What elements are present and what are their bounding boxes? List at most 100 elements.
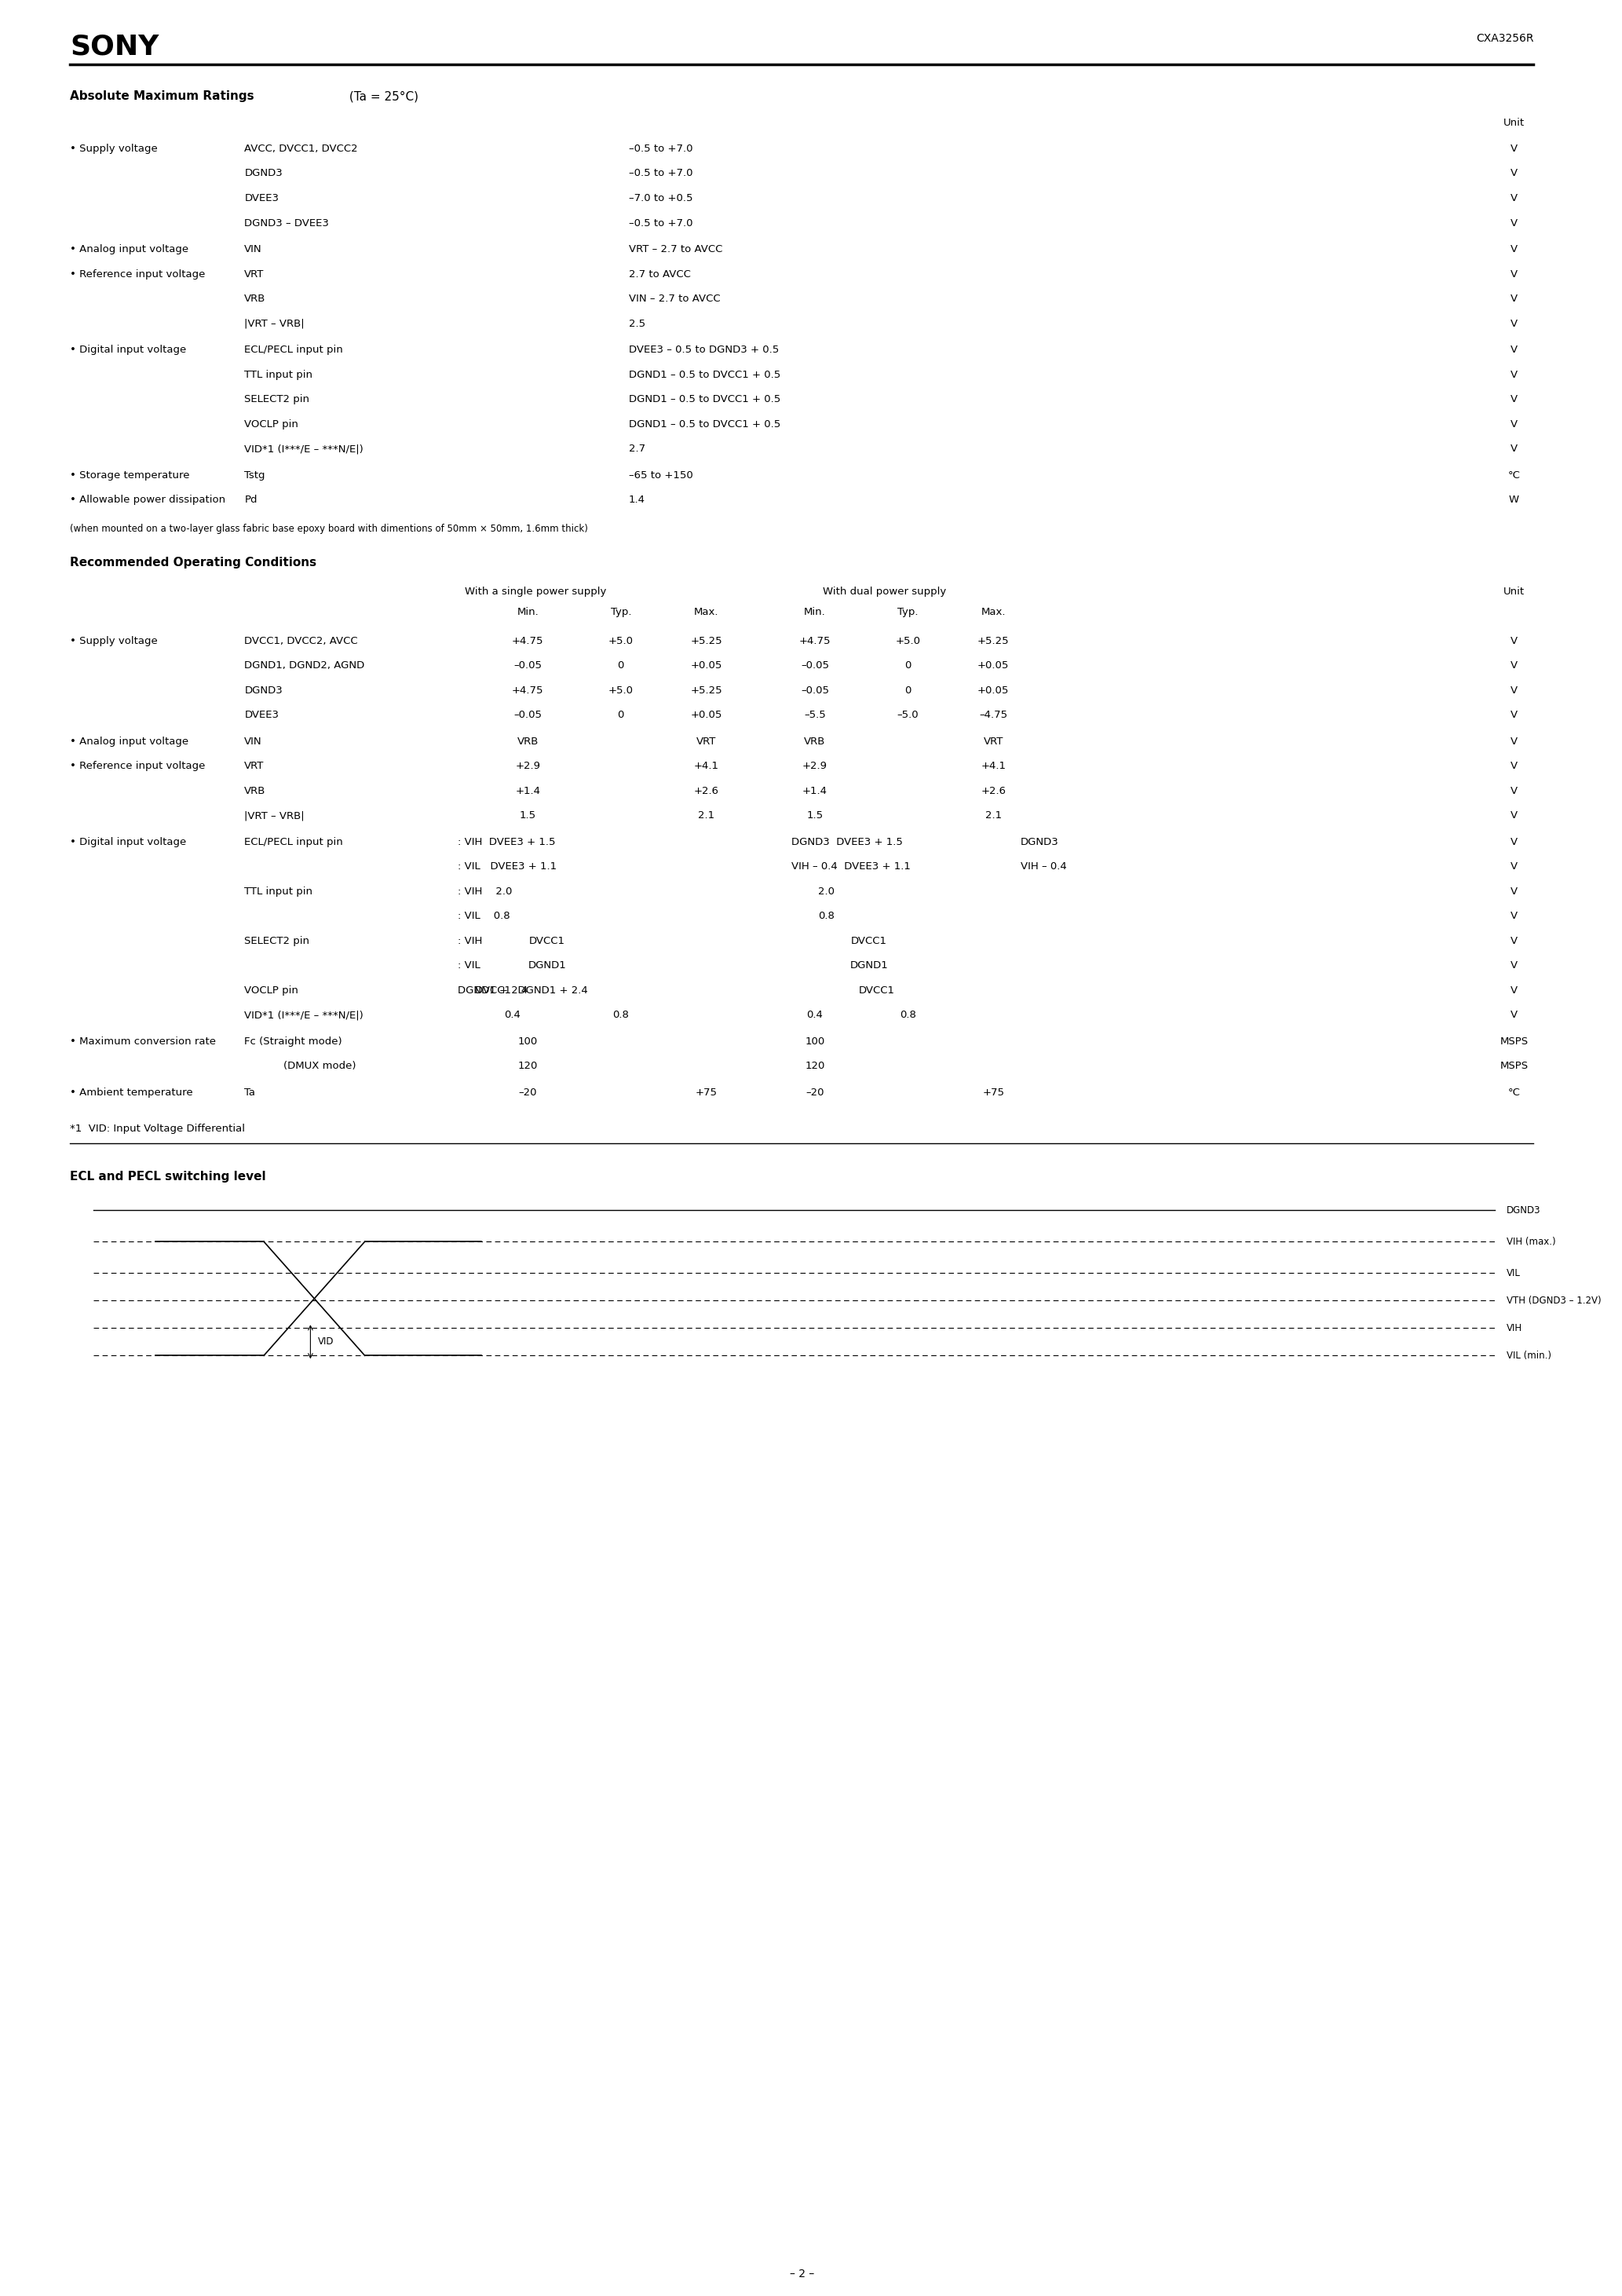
- Text: –0.5 to +7.0: –0.5 to +7.0: [629, 168, 693, 179]
- Text: 1.4: 1.4: [629, 494, 646, 505]
- Text: DGND3 – DVEE3: DGND3 – DVEE3: [245, 218, 329, 227]
- Text: –65 to +150: –65 to +150: [629, 471, 693, 480]
- Text: V: V: [1510, 912, 1518, 921]
- Text: V: V: [1510, 661, 1518, 670]
- Text: ECL/PECL input pin: ECL/PECL input pin: [245, 836, 344, 847]
- Text: –0.05: –0.05: [801, 684, 829, 696]
- Text: VID*1 (I***/E – ***N/E|): VID*1 (I***/E – ***N/E|): [245, 443, 363, 455]
- Text: • Supply voltage: • Supply voltage: [70, 145, 157, 154]
- Text: +5.0: +5.0: [895, 636, 921, 645]
- Text: VIN – 2.7 to AVCC: VIN – 2.7 to AVCC: [629, 294, 720, 303]
- Text: +2.6: +2.6: [694, 785, 719, 797]
- Text: –0.05: –0.05: [514, 709, 542, 721]
- Text: V: V: [1510, 737, 1518, 746]
- Text: –0.05: –0.05: [801, 661, 829, 670]
- Text: 2.0: 2.0: [817, 886, 835, 895]
- Text: DVEE3: DVEE3: [245, 193, 279, 204]
- Text: –0.05: –0.05: [514, 661, 542, 670]
- Text: *1  VID: Input Voltage Differential: *1 VID: Input Voltage Differential: [70, 1123, 245, 1134]
- Text: DGND1, DGND2, AGND: DGND1, DGND2, AGND: [245, 661, 365, 670]
- Text: • Analog input voltage: • Analog input voltage: [70, 737, 188, 746]
- Text: TTL input pin: TTL input pin: [245, 370, 313, 379]
- Text: With a single power supply: With a single power supply: [464, 585, 607, 597]
- Text: 0.8: 0.8: [900, 1010, 916, 1019]
- Text: VRB: VRB: [245, 294, 266, 303]
- Text: (when mounted on a two-layer glass fabric base epoxy board with dimentions of 50: (when mounted on a two-layer glass fabri…: [70, 523, 587, 533]
- Text: +2.9: +2.9: [803, 760, 827, 771]
- Text: 0.8: 0.8: [819, 912, 835, 921]
- Text: • Ambient temperature: • Ambient temperature: [70, 1088, 193, 1097]
- Text: VIH – 0.4: VIH – 0.4: [1020, 861, 1067, 872]
- Text: VIN: VIN: [245, 243, 263, 255]
- Text: 2.7 to AVCC: 2.7 to AVCC: [629, 269, 691, 280]
- Text: Typ.: Typ.: [897, 606, 918, 618]
- Text: V: V: [1510, 319, 1518, 328]
- Text: DGND3  DVEE3 + 1.5: DGND3 DVEE3 + 1.5: [792, 836, 903, 847]
- Text: Pd: Pd: [245, 494, 258, 505]
- Text: V: V: [1510, 985, 1518, 996]
- Text: –5.5: –5.5: [805, 709, 826, 721]
- Text: V: V: [1510, 294, 1518, 303]
- Text: DVCC1, DVCC2, AVCC: DVCC1, DVCC2, AVCC: [245, 636, 358, 645]
- Text: V: V: [1510, 709, 1518, 721]
- Text: Tstg: Tstg: [245, 471, 266, 480]
- Text: VOCLP pin: VOCLP pin: [245, 985, 298, 996]
- Text: • Supply voltage: • Supply voltage: [70, 636, 157, 645]
- Text: Ta: Ta: [245, 1088, 255, 1097]
- Text: Absolute Maximum Ratings: Absolute Maximum Ratings: [70, 90, 255, 101]
- Text: DVCC1: DVCC1: [529, 937, 564, 946]
- Text: 1.5: 1.5: [806, 810, 822, 820]
- Text: +4.75: +4.75: [513, 636, 543, 645]
- Text: 0: 0: [618, 709, 624, 721]
- Text: DGND1: DGND1: [850, 960, 889, 971]
- Text: Min.: Min.: [517, 606, 539, 618]
- Text: –20: –20: [806, 1088, 824, 1097]
- Text: VIN: VIN: [245, 737, 263, 746]
- Text: VRT – 2.7 to AVCC: VRT – 2.7 to AVCC: [629, 243, 722, 255]
- Text: +0.05: +0.05: [691, 661, 722, 670]
- Text: VIH – 0.4  DVEE3 + 1.1: VIH – 0.4 DVEE3 + 1.1: [792, 861, 912, 872]
- Text: SONY: SONY: [70, 32, 159, 60]
- Text: • Digital input voltage: • Digital input voltage: [70, 836, 187, 847]
- Text: +4.1: +4.1: [981, 760, 1006, 771]
- Text: +5.0: +5.0: [608, 684, 634, 696]
- Text: +0.05: +0.05: [691, 709, 722, 721]
- Text: 2.7: 2.7: [629, 443, 646, 455]
- Text: DGND3: DGND3: [245, 168, 282, 179]
- Text: 1.5: 1.5: [519, 810, 535, 820]
- Text: Max.: Max.: [981, 606, 1006, 618]
- Text: • Allowable power dissipation: • Allowable power dissipation: [70, 494, 225, 505]
- Text: (Ta = 25°C): (Ta = 25°C): [345, 90, 418, 101]
- Text: VID: VID: [318, 1336, 334, 1348]
- Text: : VIL    0.8: : VIL 0.8: [457, 912, 511, 921]
- Text: VID*1 (I***/E – ***N/E|): VID*1 (I***/E – ***N/E|): [245, 1010, 363, 1019]
- Text: V: V: [1510, 960, 1518, 971]
- Text: VIH: VIH: [1507, 1322, 1521, 1334]
- Text: +5.25: +5.25: [691, 636, 722, 645]
- Text: +1.4: +1.4: [516, 785, 540, 797]
- Text: V: V: [1510, 168, 1518, 179]
- Text: : VIL: : VIL: [457, 960, 480, 971]
- Text: V: V: [1510, 145, 1518, 154]
- Text: –4.75: –4.75: [980, 709, 1007, 721]
- Text: SELECT2 pin: SELECT2 pin: [245, 937, 310, 946]
- Text: VIL (min.): VIL (min.): [1507, 1350, 1551, 1362]
- Text: V: V: [1510, 243, 1518, 255]
- Text: +5.0: +5.0: [608, 636, 634, 645]
- Text: MSPS: MSPS: [1500, 1035, 1528, 1047]
- Text: V: V: [1510, 344, 1518, 356]
- Text: : VIH    2.0: : VIH 2.0: [457, 886, 513, 895]
- Text: VIH (max.): VIH (max.): [1507, 1238, 1555, 1247]
- Text: With dual power supply: With dual power supply: [822, 585, 947, 597]
- Text: V: V: [1510, 1010, 1518, 1019]
- Text: |VRT – VRB|: |VRT – VRB|: [245, 810, 305, 820]
- Text: Typ.: Typ.: [610, 606, 631, 618]
- Text: VRT: VRT: [696, 737, 717, 746]
- Text: 120: 120: [805, 1061, 826, 1072]
- Text: –20: –20: [519, 1088, 537, 1097]
- Text: V: V: [1510, 886, 1518, 895]
- Text: V: V: [1510, 861, 1518, 872]
- Text: W: W: [1508, 494, 1520, 505]
- Text: DVCC1: DVCC1: [860, 985, 895, 996]
- Text: +2.9: +2.9: [516, 760, 540, 771]
